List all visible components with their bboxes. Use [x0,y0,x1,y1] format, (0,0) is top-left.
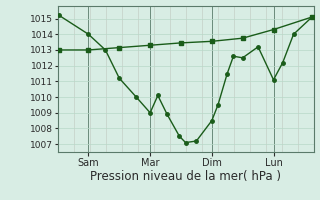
X-axis label: Pression niveau de la mer( hPa ): Pression niveau de la mer( hPa ) [90,170,281,183]
